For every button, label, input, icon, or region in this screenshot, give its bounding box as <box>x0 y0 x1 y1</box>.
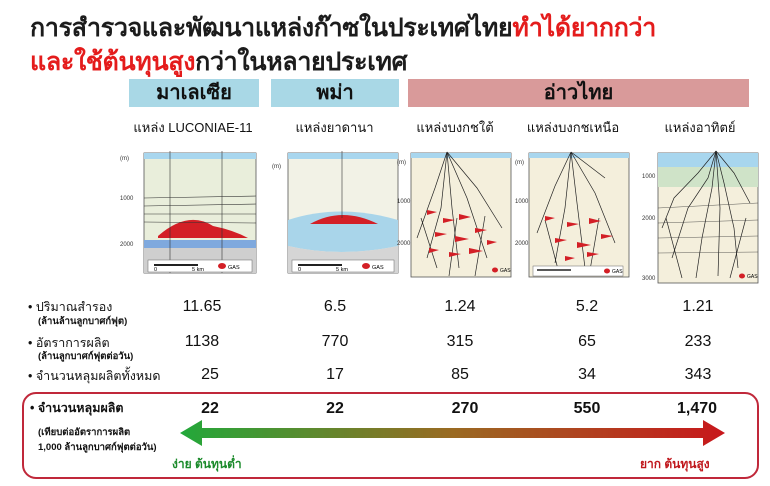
title-text: กว่าในหลายประเทศ <box>195 48 408 76</box>
gas-legend-label: GAS <box>228 265 240 271</box>
depth-tick-2000: 2000 <box>515 241 529 247</box>
scale-5km: 5 km <box>192 267 204 273</box>
wells-per-production-value: 22 <box>201 400 219 417</box>
wells-per-production-box <box>22 392 759 479</box>
production-rate-label: • อัตราการผลิต <box>28 336 110 350</box>
sea-layer <box>411 153 511 158</box>
wells-per-production-value: 550 <box>573 400 601 417</box>
wells-note-line-1: (เทียบต่ออัตราการผลิต <box>38 427 131 438</box>
field-name-bongkot-north: แหล่งบงกชเหนือ <box>526 120 620 135</box>
wells-per-production-label: • จำนวนหลุมผลิต <box>30 401 124 415</box>
gas-legend-label: GAS <box>747 274 758 280</box>
cross-section-bongkot-north: (m) 1000 2000 GAS <box>515 151 630 278</box>
depth-tick-1000: 1000 <box>397 199 411 205</box>
scale-zero: 0 <box>298 267 301 273</box>
gas-legend-swatch <box>604 268 610 274</box>
cross-section-arthit: 1000 2000 3000 GAS <box>642 150 759 284</box>
gas-legend-swatch <box>362 263 370 269</box>
cross-section-bongkot-south: (m) 1000 2000 GAS <box>397 151 512 278</box>
reserves-value: 5.2 <box>575 298 599 315</box>
region-gulf-of-thailand: อ่าวไทย <box>408 79 749 107</box>
reserves-unit: (ล้านล้านลูกบาศก์ฟุต) <box>38 316 128 327</box>
production-rate-value: 315 <box>446 333 474 350</box>
scale-zero: 0 <box>154 267 157 273</box>
gas-legend-swatch <box>739 273 745 279</box>
depth-unit: (m) <box>397 160 406 166</box>
region-myanmar: พม่า <box>271 79 399 107</box>
sea-layer <box>288 153 398 159</box>
region-malaysia: มาเลเซีย <box>129 79 259 107</box>
production-rate-value: 233 <box>684 333 712 350</box>
cross-section-yadana: (m) 0 5 km GAS <box>272 151 399 274</box>
reserves-value: 11.65 <box>182 298 222 315</box>
reserves-label: • ปริมาณสำรอง <box>28 300 113 314</box>
wells-per-production-value: 270 <box>451 400 479 417</box>
legend-box <box>291 259 395 273</box>
field-name-bongkot-south: แหล่งบงกชใต้ <box>416 120 494 135</box>
water-layer <box>144 240 256 248</box>
production-rate-unit: (ล้านลูกบาศก์ฟุตต่อวัน) <box>38 351 134 362</box>
title-highlight: ทำได้ยากกว่า <box>512 14 657 42</box>
difficulty-gradient-arrow <box>180 420 725 446</box>
production-rate-value: 1138 <box>184 333 220 350</box>
depth-unit: (m) <box>272 164 281 170</box>
gas-legend-swatch <box>492 267 498 273</box>
wells-per-production-value: 22 <box>326 400 344 417</box>
reserves-value: 1.21 <box>682 298 714 315</box>
gas-legend-label: GAS <box>612 269 623 275</box>
reserves-value: 6.5 <box>323 298 347 315</box>
depth-unit: (m) <box>515 160 524 166</box>
page-title-line-1: การสำรวจและพัฒนาแหล่งก๊าซในประเทศไทยทำได… <box>30 8 656 48</box>
total-wells-value: 17 <box>326 366 344 383</box>
hard-high-cost-label: ยาก ต้นทุนสูง <box>640 457 710 471</box>
total-wells-value: 25 <box>201 366 219 383</box>
depth-tick-1000: 1000 <box>515 199 529 205</box>
gas-legend-swatch <box>218 263 226 269</box>
reserves-value: 1.24 <box>444 298 476 315</box>
gas-reservoir <box>310 215 378 224</box>
field-name-luconia: แหล่ง LUCONIAE-11 <box>133 120 253 135</box>
total-wells-value: 343 <box>684 366 712 383</box>
depth-tick-2000: 2000 <box>120 242 134 248</box>
field-name-yadana: แหล่งยาดานา <box>295 120 374 135</box>
depth-tick-3000: 3000 <box>642 276 656 282</box>
title-highlight: และใช้ต้นทุนสูง <box>30 48 196 76</box>
gas-reservoir <box>158 219 248 238</box>
sea-layer <box>658 153 758 167</box>
legend-box <box>147 259 253 273</box>
total-wells-value: 85 <box>451 366 469 383</box>
page-title-line-2: และใช้ต้นทุนสูงกว่าในหลายประเทศ <box>30 42 408 82</box>
cross-section-luconia: (m) 1000 2000 0 5 km GAS <box>120 151 257 274</box>
gas-legend-label: GAS <box>500 268 511 274</box>
sea-layer <box>144 153 256 159</box>
title-text: การสำรวจและพัฒนาแหล่งก๊าซในประเทศไทย <box>30 14 513 42</box>
wells-per-production-value: 1,470 <box>676 400 718 417</box>
production-rate-value: 65 <box>578 333 596 350</box>
field-name-arthit: แหล่งอาทิตย์ <box>664 120 736 135</box>
depth-tick-1000: 1000 <box>120 196 134 202</box>
wells-note-line-2: 1,000 ล้านลูกบาศก์ฟุตต่อวัน) <box>38 442 157 453</box>
total-wells-label: • จำนวนหลุมผลิตทั้งหมด <box>28 369 161 383</box>
section-background <box>528 152 630 278</box>
depth-tick-2000: 2000 <box>397 241 411 247</box>
sea-layer <box>529 153 629 158</box>
gas-legend-label: GAS <box>372 265 384 271</box>
production-rate-value: 770 <box>321 333 349 350</box>
legend-box <box>532 265 624 277</box>
depth-tick-1000: 1000 <box>642 174 656 180</box>
scale-5km: 5 km <box>336 267 348 273</box>
depth-unit: (m) <box>120 156 129 162</box>
easy-low-cost-label: ง่าย ต้นทุนต่ำ <box>172 457 242 471</box>
total-wells-value: 34 <box>578 366 596 383</box>
depth-tick-2000: 2000 <box>642 216 656 222</box>
